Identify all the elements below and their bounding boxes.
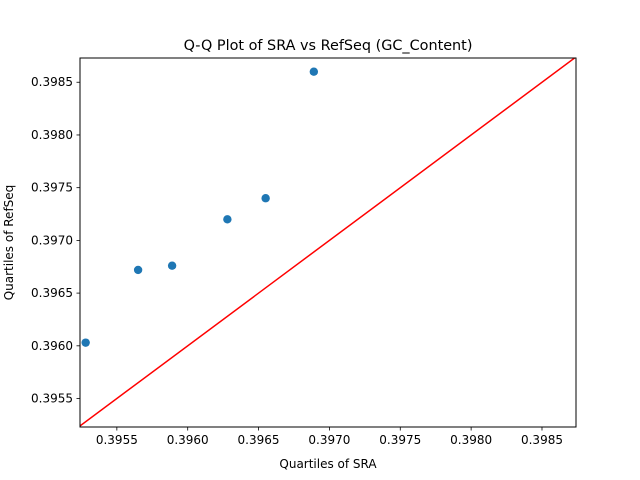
x-axis-label: Quartiles of SRA [279,457,377,471]
x-tick-label: 0.3980 [450,433,492,447]
y-tick-label: 0.3960 [31,339,73,353]
x-tick-label: 0.3970 [308,433,350,447]
plot-frame [79,57,577,428]
y-axis-label: Quartiles of RefSeq [2,185,16,301]
x-tick-label: 0.3975 [379,433,421,447]
y-tick-label: 0.3970 [31,233,73,247]
x-tick-label: 0.3960 [167,433,209,447]
data-point-5 [261,194,270,203]
y-tick-label: 0.3985 [31,75,73,89]
y-tick-label: 0.3965 [31,286,73,300]
data-point-3 [167,261,177,270]
y-tick-label: 0.3975 [31,181,73,195]
data-point-4 [223,215,232,224]
data-point-1 [81,338,90,347]
x-tick-label: 0.3965 [238,433,280,447]
y-tick-label: 0.3980 [31,128,73,142]
x-tick-label: 0.3955 [96,433,138,447]
data-point-6 [309,67,319,76]
y-tick-label: 0.3955 [31,392,73,406]
chart-title: Q-Q Plot of SRA vs RefSeq (GC_Content) [184,38,473,54]
data-point-2 [133,265,143,275]
reference-line [80,58,576,427]
x-tick-label: 0.3985 [521,433,563,447]
